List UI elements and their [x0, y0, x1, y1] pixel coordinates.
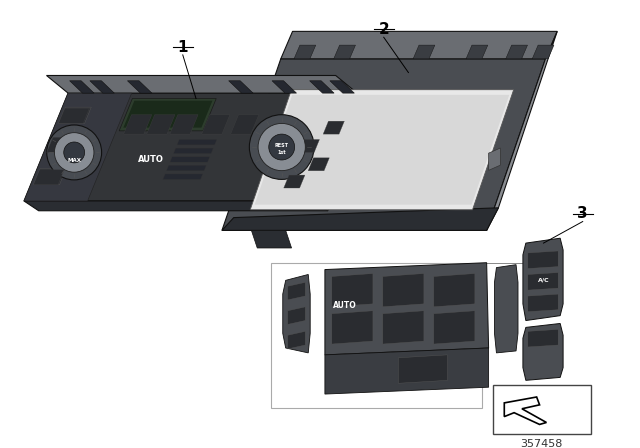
Polygon shape [434, 311, 475, 344]
Polygon shape [252, 230, 292, 248]
Polygon shape [413, 45, 435, 59]
Polygon shape [399, 355, 447, 383]
Polygon shape [47, 138, 77, 152]
Polygon shape [127, 81, 152, 93]
Text: MAX: MAX [67, 158, 81, 163]
Polygon shape [47, 75, 357, 93]
Polygon shape [281, 31, 557, 59]
Circle shape [54, 133, 94, 172]
Bar [271, 263, 482, 408]
Polygon shape [332, 273, 373, 307]
Polygon shape [294, 45, 316, 59]
Polygon shape [325, 348, 488, 394]
Polygon shape [170, 157, 210, 162]
Polygon shape [325, 263, 488, 355]
Polygon shape [383, 311, 424, 344]
Text: REST: REST [275, 142, 289, 147]
Polygon shape [166, 165, 206, 171]
Polygon shape [434, 273, 475, 307]
Circle shape [47, 125, 102, 180]
Polygon shape [528, 329, 558, 347]
Text: 1: 1 [177, 39, 188, 55]
Text: AUTO: AUTO [333, 302, 356, 310]
Polygon shape [33, 168, 66, 185]
Text: 2: 2 [378, 22, 389, 37]
Polygon shape [488, 148, 500, 170]
Bar [493, 385, 591, 434]
Polygon shape [466, 45, 488, 59]
Polygon shape [310, 81, 334, 93]
Polygon shape [298, 139, 319, 152]
Polygon shape [532, 45, 554, 59]
Polygon shape [70, 81, 94, 93]
Text: 1st: 1st [277, 151, 286, 155]
Polygon shape [287, 307, 305, 324]
Text: AUTO: AUTO [138, 155, 164, 164]
Polygon shape [24, 93, 132, 201]
Polygon shape [287, 332, 305, 349]
Polygon shape [59, 107, 92, 123]
Polygon shape [313, 90, 357, 211]
Polygon shape [177, 139, 217, 145]
Circle shape [250, 115, 314, 179]
Polygon shape [222, 208, 499, 230]
Polygon shape [333, 45, 355, 59]
Polygon shape [287, 282, 305, 300]
Polygon shape [528, 272, 558, 290]
Text: A/C: A/C [538, 278, 549, 283]
Polygon shape [330, 81, 355, 93]
Polygon shape [383, 273, 424, 307]
Polygon shape [495, 265, 518, 353]
Polygon shape [147, 115, 175, 134]
Polygon shape [24, 93, 357, 201]
Polygon shape [33, 170, 64, 185]
Polygon shape [255, 95, 509, 205]
Text: 357458: 357458 [520, 439, 563, 448]
Circle shape [64, 142, 84, 163]
Polygon shape [506, 45, 527, 59]
Polygon shape [124, 115, 152, 134]
Polygon shape [119, 99, 216, 131]
Polygon shape [523, 238, 563, 320]
Polygon shape [230, 115, 259, 134]
Polygon shape [283, 275, 310, 353]
Circle shape [258, 123, 305, 171]
Polygon shape [170, 115, 198, 134]
Polygon shape [173, 148, 213, 154]
Polygon shape [528, 251, 558, 269]
Polygon shape [528, 294, 558, 312]
Polygon shape [250, 90, 514, 210]
Polygon shape [228, 81, 253, 93]
Polygon shape [222, 59, 545, 230]
Polygon shape [486, 31, 557, 230]
Polygon shape [332, 311, 373, 344]
Polygon shape [308, 158, 330, 171]
Polygon shape [272, 81, 296, 93]
Polygon shape [323, 121, 344, 134]
Polygon shape [284, 175, 305, 188]
Polygon shape [47, 136, 79, 152]
Polygon shape [59, 108, 90, 123]
Polygon shape [124, 101, 212, 128]
Polygon shape [163, 174, 203, 179]
Polygon shape [90, 81, 115, 93]
Polygon shape [24, 201, 328, 211]
Text: 3: 3 [577, 206, 588, 221]
Polygon shape [202, 115, 230, 134]
Polygon shape [523, 323, 563, 380]
Circle shape [269, 134, 294, 160]
